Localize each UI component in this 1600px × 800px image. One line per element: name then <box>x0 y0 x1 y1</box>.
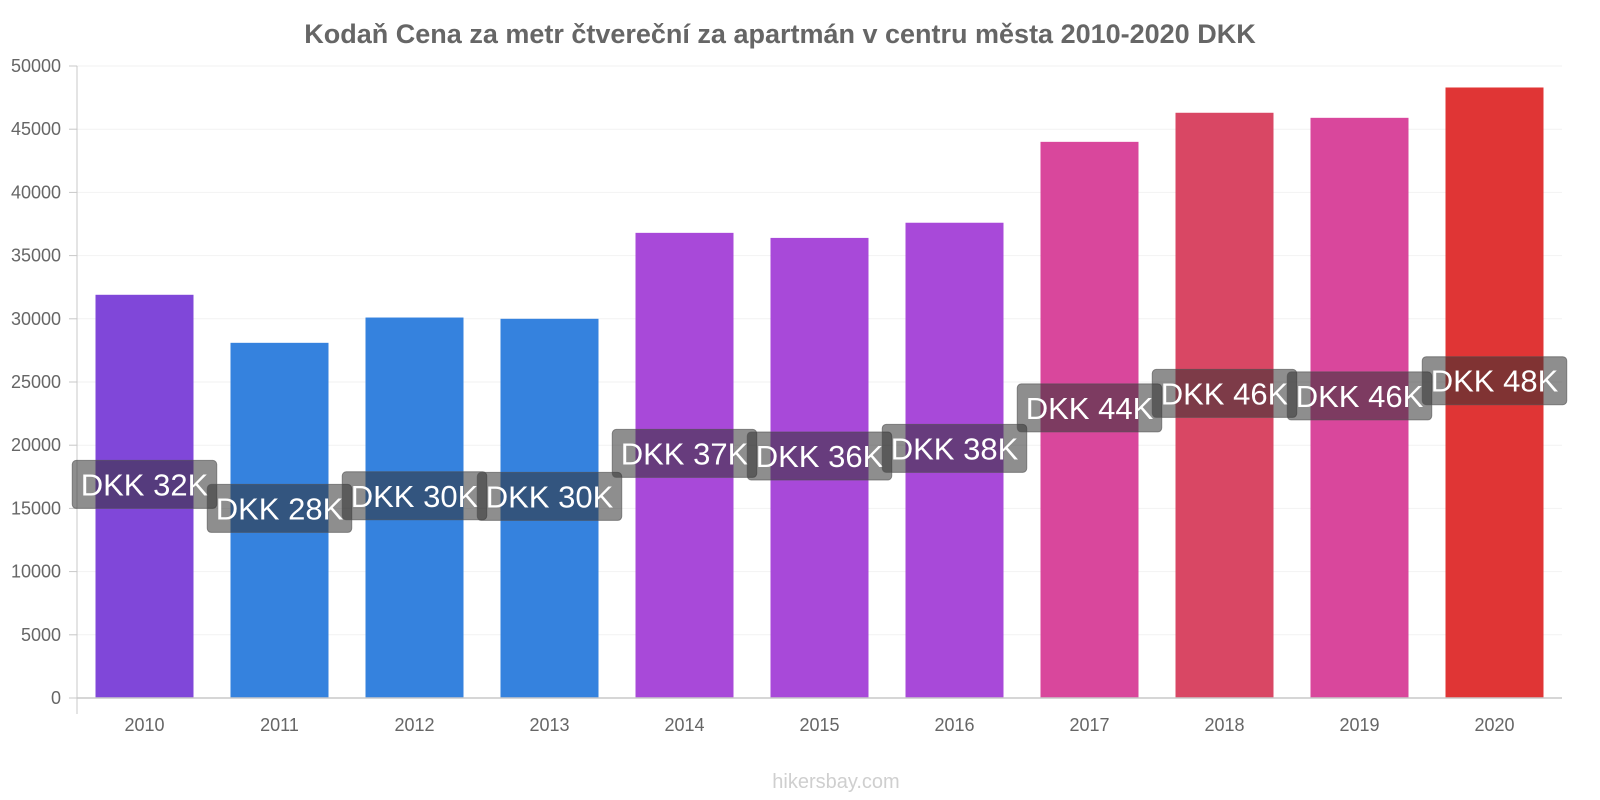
x-tick-label: 2013 <box>529 715 569 735</box>
data-label: DKK 46K <box>1161 376 1289 411</box>
x-tick-label: 2012 <box>394 715 434 735</box>
y-tick-label: 15000 <box>11 498 61 518</box>
y-tick-label: 35000 <box>11 246 61 266</box>
chart-title: Kodaň Cena za metr čtvereční za apartmán… <box>304 19 1256 49</box>
y-tick-label: 25000 <box>11 372 61 392</box>
x-tick-label: 2015 <box>799 715 839 735</box>
data-label: DKK 36K <box>756 439 884 474</box>
data-label: DKK 28K <box>216 491 344 526</box>
data-label-box <box>881 423 1028 473</box>
y-tick-label: 40000 <box>11 182 61 202</box>
x-axis-ticks: 2010 2011 2012 2013 2014 2015 2016 2017 2018 2019… <box>124 715 1514 735</box>
data-label: DKK 30K <box>351 479 479 514</box>
data-label-box <box>476 471 623 521</box>
x-tick-label: 2016 <box>934 715 974 735</box>
x-tick-label: 2014 <box>664 715 704 735</box>
y-tick-label: 0 <box>51 688 61 708</box>
y-axis-ticks: 0 5000 10000 15000 20000 25000 30000 35000 40000… <box>11 56 77 708</box>
axes <box>76 66 1562 714</box>
y-tick-label: 30000 <box>11 309 61 329</box>
data-label-box <box>1421 356 1568 406</box>
y-tick-label: 50000 <box>11 56 61 76</box>
y-tick-label: 10000 <box>11 562 61 582</box>
data-label: DKK 44K <box>1026 391 1154 426</box>
x-tick-label: 2010 <box>124 715 164 735</box>
y-tick-label: 20000 <box>11 435 61 455</box>
data-label: DKK 48K <box>1431 364 1559 399</box>
data-label: DKK 38K <box>891 431 1019 466</box>
x-tick-label: 2020 <box>1474 715 1514 735</box>
data-label: DKK 46K <box>1296 379 1424 414</box>
data-label: DKK 30K <box>486 479 614 514</box>
x-tick-label: 2011 <box>260 715 299 735</box>
x-tick-label: 2017 <box>1069 715 1109 735</box>
watermark: hikersbay.com <box>772 771 899 793</box>
data-label: DKK 32K <box>81 467 209 502</box>
x-tick-label: 2018 <box>1204 715 1244 735</box>
y-tick-label: 5000 <box>21 625 61 645</box>
x-tick-label: 2019 <box>1339 715 1379 735</box>
data-label: DKK 37K <box>621 436 749 471</box>
y-tick-label: 45000 <box>11 119 61 139</box>
